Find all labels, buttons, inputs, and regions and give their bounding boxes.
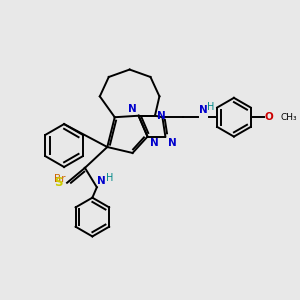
- Text: N: N: [150, 138, 159, 148]
- Text: N: N: [98, 176, 106, 186]
- Text: N: N: [168, 138, 177, 148]
- Text: CH₃: CH₃: [280, 113, 297, 122]
- Text: H: H: [106, 173, 113, 183]
- Text: Br: Br: [54, 173, 66, 184]
- Text: N: N: [157, 111, 166, 121]
- Text: O: O: [265, 112, 273, 122]
- Text: H: H: [207, 103, 214, 112]
- Text: N: N: [199, 105, 208, 115]
- Text: S: S: [54, 176, 63, 189]
- Text: N: N: [128, 104, 137, 114]
